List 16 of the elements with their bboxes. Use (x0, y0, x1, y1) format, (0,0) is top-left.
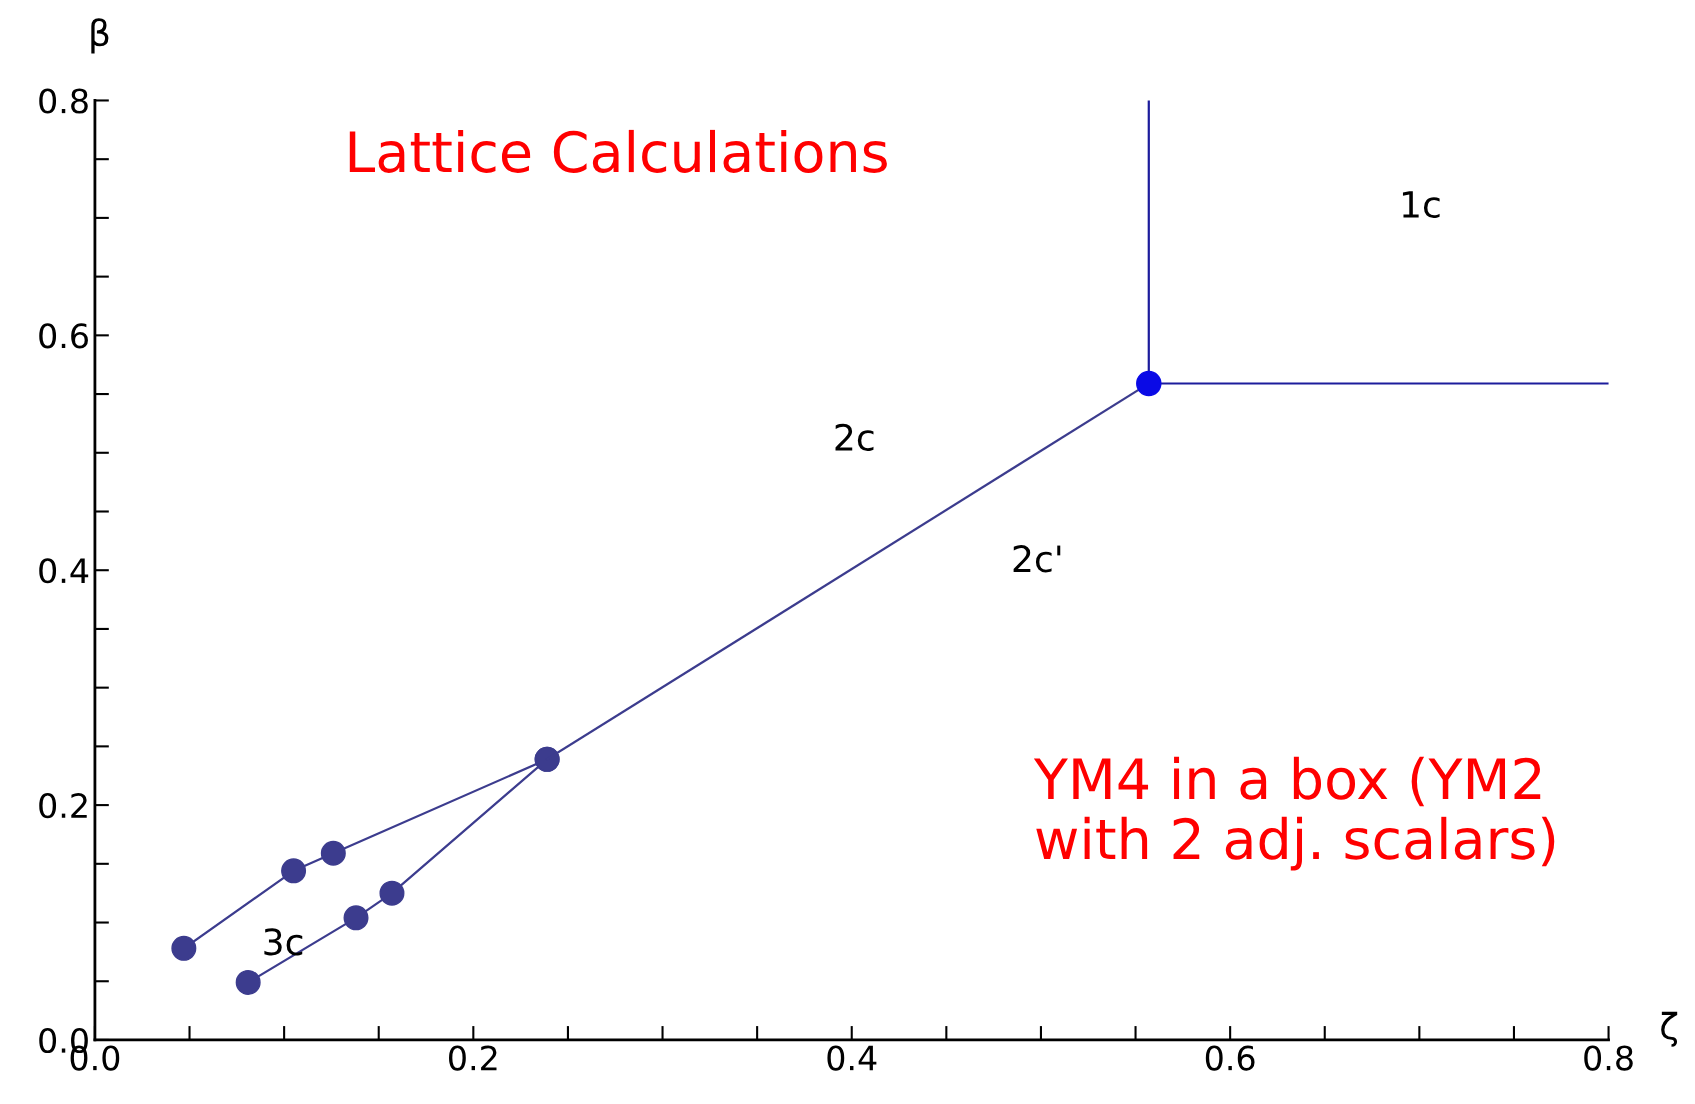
y-tick-label: 0.8 (39, 88, 88, 114)
annotation: 2c (835, 423, 874, 451)
x-tick-label: 0.4 (827, 1045, 877, 1071)
annotation: YM4 in a box (YM2 with 2 adj. scalars) (1033, 756, 1555, 871)
y-axis-title: β (91, 18, 109, 54)
annotation: 2c' (1013, 545, 1061, 573)
annotation: Lattice Calculations (349, 129, 887, 173)
annotation: 3c (264, 928, 303, 956)
x-tick-label: 0.8 (1584, 1045, 1633, 1071)
y-tick-label: 0.4 (39, 558, 89, 584)
y-tick-label: 0.2 (39, 793, 87, 819)
y-tick-label: 0.6 (39, 323, 88, 349)
x-tick-label: 0.6 (1205, 1045, 1255, 1071)
x-tick-label: 0.2 (449, 1045, 497, 1071)
annotation: 1c (1402, 191, 1440, 219)
x-axis-title: ζ (1661, 1011, 1678, 1047)
